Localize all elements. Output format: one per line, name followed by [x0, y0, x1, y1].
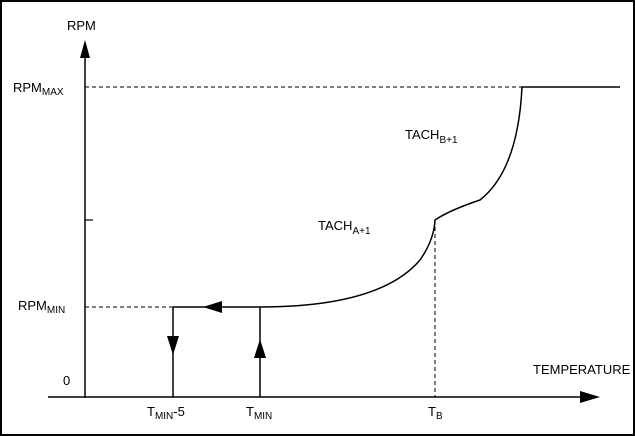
x-axis-title: TEMPERATURE [533, 362, 631, 377]
tmin-sub: MIN [254, 411, 272, 422]
tach-b-sub: B+1 [439, 135, 458, 146]
y-axis-arrow [80, 40, 90, 58]
tmin5-main: T [147, 404, 155, 419]
tmin5-label: TMIN-5 [147, 404, 185, 422]
origin-label: 0 [63, 373, 70, 388]
tmin-main: T [246, 404, 254, 419]
y-axis-title: RPM [67, 18, 96, 33]
tb-label: TB [428, 404, 443, 422]
tach-b-label: TACHB+1 [405, 127, 458, 146]
rpm-max-main: RPM [13, 80, 42, 95]
rpm-min-main: RPM [18, 298, 47, 313]
tmin-label: TMIN [246, 404, 272, 422]
rpm-max-sub: MAX [42, 87, 64, 98]
upward-arrow [254, 339, 266, 358]
tach-b-main: TACH [405, 127, 439, 142]
downward-arrow [167, 336, 179, 355]
rpm-min-sub: MIN [47, 305, 65, 316]
tmin5-sub: MIN [155, 411, 173, 422]
fan-speed-curve [173, 86, 620, 308]
tach-a-sub: A+1 [352, 226, 371, 237]
leftward-arrow [203, 301, 222, 313]
tach-a-label: TACHA+1 [318, 218, 371, 237]
x-axis-arrow [580, 391, 600, 403]
tb-main: T [428, 404, 436, 419]
tmin5-suffix: -5 [173, 404, 185, 419]
rpm-min-label: RPMMIN [18, 298, 65, 316]
rpm-max-label: RPMMAX [13, 80, 64, 98]
tach-a-main: TACH [318, 218, 352, 233]
tb-sub: B [436, 411, 443, 422]
